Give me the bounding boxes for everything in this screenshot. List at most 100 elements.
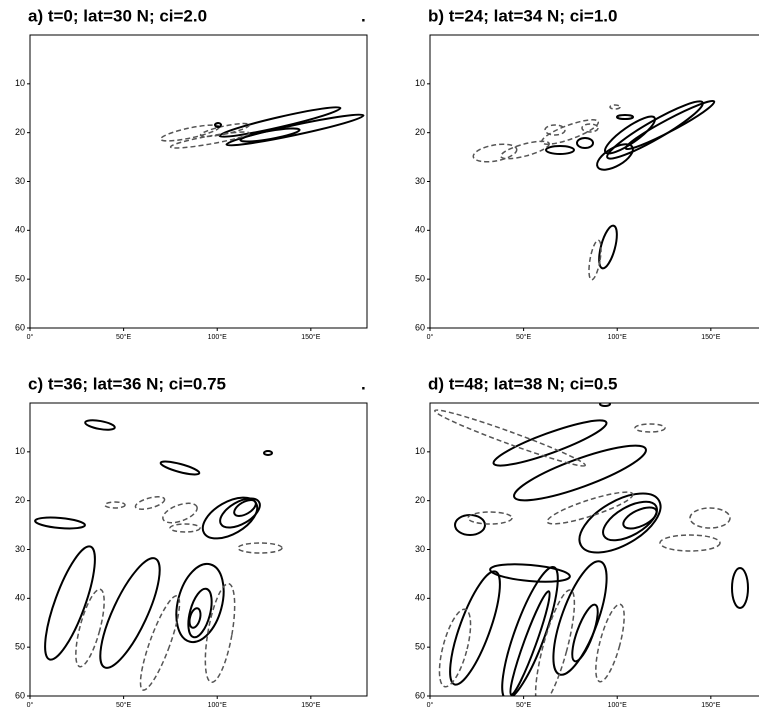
y-tick-label: 30 (415, 544, 425, 554)
positive-contour (578, 492, 662, 554)
negative-contour (546, 491, 634, 525)
y-tick-label: 30 (415, 176, 425, 186)
negative-contour (472, 143, 518, 163)
x-tick-label: 50°E (516, 333, 532, 341)
panel-title: b) t=24; lat=34 N; ci=1.0 (428, 6, 617, 25)
y-tick-label: 50 (15, 642, 25, 652)
negative-contour (467, 511, 513, 525)
y-tick-label: 10 (15, 446, 25, 456)
contours (472, 99, 716, 281)
negative-contour (139, 595, 181, 691)
positive-contour (622, 506, 658, 530)
positive-contour (99, 557, 161, 669)
x-tick-label: 150°E (301, 333, 320, 341)
panel: d) t=48; lat=38 N; ci=0.5.1020304050600°… (415, 374, 759, 709)
y-tick-label: 60 (15, 690, 25, 700)
y-tick-label: 50 (415, 642, 425, 652)
x-tick-label: 0° (27, 333, 34, 341)
positive-contour (218, 106, 342, 138)
plot-frame (29, 34, 368, 329)
positive-contour (509, 590, 551, 696)
panel: c) t=36; lat=36 N; ci=0.75. 10 20 30 40 50 600… (15, 374, 368, 709)
positive-contour (599, 403, 611, 407)
y-tick-label: 40 (415, 225, 425, 235)
positive-contour (219, 497, 261, 529)
y-tick-label: 40 (415, 593, 425, 603)
positive-contour (187, 587, 213, 639)
y-tick-label: 40 (15, 225, 25, 235)
positive-contour (159, 460, 201, 476)
x-tick-label: 50°E (116, 701, 132, 709)
corner-mark: . (361, 6, 366, 25)
positive-contour (571, 603, 599, 663)
positive-contour (616, 114, 634, 120)
positive-contour (214, 122, 222, 128)
y-tick-label: 60 (15, 322, 25, 332)
positive-contour (84, 419, 116, 431)
y-tick-label: 50 (15, 274, 25, 284)
negative-contour (581, 123, 599, 133)
plot-frame (429, 34, 759, 329)
y-tick-label: 10 (15, 78, 25, 88)
negative-contour (134, 496, 166, 510)
positive-contour (263, 450, 273, 456)
panel: a) t=0; lat=30 N; ci=2.0. 10 20 30 40 50 600° 5… (15, 6, 368, 341)
negative-contour (540, 119, 600, 145)
y-tick-label: 10 (415, 446, 425, 456)
negative-contour (534, 589, 576, 696)
negative-contour (159, 124, 221, 142)
negative-contour (634, 423, 666, 433)
negative-contour (689, 507, 731, 529)
positive-contour (175, 562, 225, 644)
negative-contour (544, 124, 566, 136)
negative-contour (595, 603, 625, 683)
y-tick-label: 20 (15, 127, 25, 137)
positive-contour (545, 145, 575, 155)
x-tick-label: 100°E (608, 701, 627, 709)
plot-frame (29, 402, 368, 697)
negative-contour (438, 608, 472, 688)
negative-contour (169, 523, 201, 533)
y-tick-label: 20 (15, 495, 25, 505)
x-tick-label: 100°E (608, 333, 627, 341)
y-tick-label: 30 (15, 176, 25, 186)
positive-contour (492, 419, 608, 467)
y-tick-label: 10 (415, 78, 425, 88)
negative-contour (204, 582, 236, 684)
positive-contour (624, 99, 716, 151)
negative-contour (104, 501, 126, 509)
positive-contour (576, 137, 594, 149)
negative-contour (609, 104, 621, 110)
negative-contour (169, 131, 251, 149)
y-tick-label: 40 (15, 593, 25, 603)
y-tick-label: 20 (415, 495, 425, 505)
positive-contour (513, 444, 647, 502)
x-tick-label: 150°E (701, 701, 720, 709)
y-tick-label: 60 (415, 690, 425, 700)
contours (434, 403, 749, 696)
y-tick-label: 50 (415, 274, 425, 284)
positive-contour (602, 500, 658, 542)
positive-contour (552, 560, 608, 676)
positive-contour (225, 113, 365, 147)
x-tick-label: 150°E (701, 333, 720, 341)
positive-contour (34, 516, 86, 530)
y-tick-label: 30 (15, 544, 25, 554)
x-tick-label: 100°E (208, 333, 227, 341)
corner-mark: . (361, 374, 366, 393)
x-tick-label: 0° (427, 333, 434, 341)
x-tick-label: 0° (27, 701, 34, 709)
panel-title: d) t=48; lat=38 N; ci=0.5 (428, 374, 617, 393)
negative-contour (75, 588, 105, 668)
positive-contour (233, 499, 257, 517)
positive-contour (731, 567, 749, 609)
contours (34, 419, 283, 691)
panel: b) t=24; lat=34 N; ci=1.0.1020304050600°… (415, 6, 759, 341)
negative-contour (162, 502, 198, 524)
positive-contour (454, 514, 486, 536)
x-tick-label: 0° (427, 701, 434, 709)
positive-contour (188, 607, 202, 629)
x-tick-label: 50°E (516, 701, 532, 709)
x-tick-label: 100°E (208, 701, 227, 709)
